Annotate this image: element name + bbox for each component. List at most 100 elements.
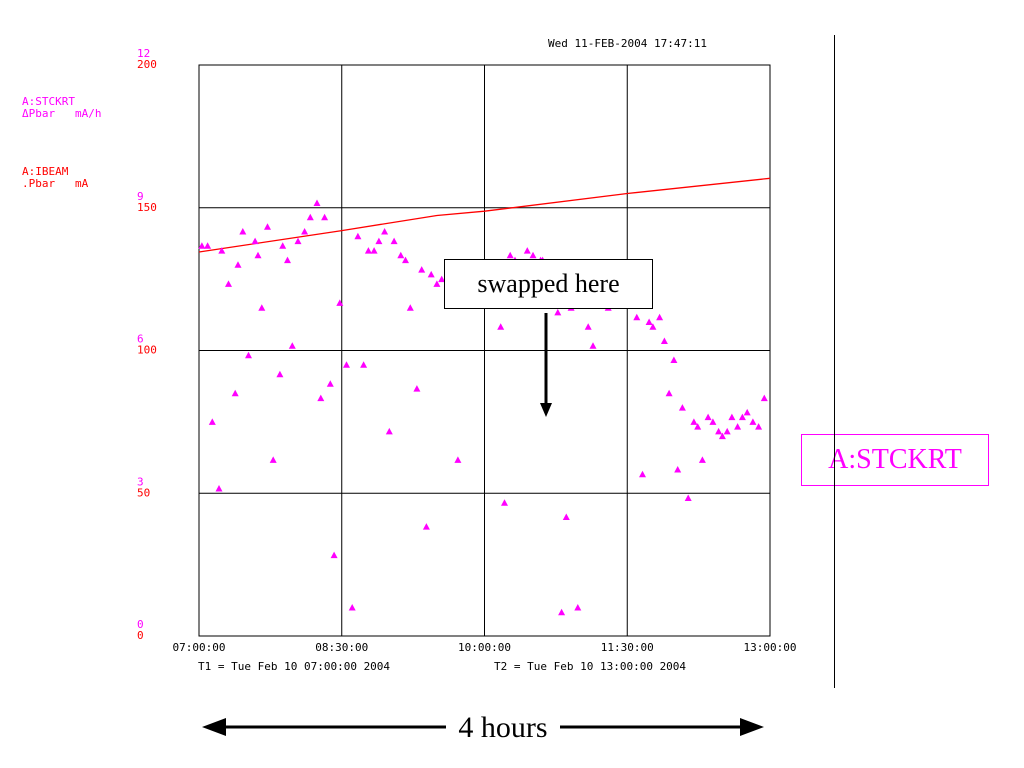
x-tick-label: 11:30:00 [601,641,654,654]
data-point-stckrt [674,466,682,473]
data-point-stckrt [269,456,277,463]
y-tick-label-ibeam: 0 [137,629,144,642]
legend-stckrt-units: ΔPbar mA/h [22,107,102,120]
data-point-stckrt [698,456,706,463]
data-point-stckrt [251,237,259,245]
data-point-stckrt [418,266,426,273]
data-point-stckrt [554,308,562,316]
legend-stckrt-name: A:STCKRT [22,95,75,108]
data-point-stckrt [330,551,338,559]
data-point-stckrt [225,280,232,287]
x-tick-label: 10:00:00 [458,641,511,654]
data-point-stckrt [336,299,344,306]
data-point-stckrt [743,408,751,416]
data-point-stckrt [317,394,325,402]
y-tick-label-stckrt: 9 [137,190,144,203]
data-point-stckrt [422,523,430,530]
data-point-stckrt [678,404,686,411]
data-point-stckrt [276,370,284,378]
data-point-stckrt [760,394,768,402]
data-point-stckrt [284,256,291,264]
legend-ibeam-name: A:IBEAM [22,165,69,178]
span-label: 4 hours [446,708,560,748]
data-point-stckrt [749,418,757,425]
data-point-stckrt [639,470,646,478]
data-point-stckrt [665,389,673,397]
data-point-stckrt [738,413,746,421]
data-point-stckrt [239,228,247,235]
data-point-stckrt [715,427,723,435]
x-tick-label: 07:00:00 [173,641,226,654]
data-point-stckrt [375,237,383,245]
data-point-stckrt [670,356,678,363]
data-point-stckrt [288,342,296,349]
data-point-stckrt [402,256,409,264]
data-point-stckrt [204,242,212,249]
data-point-stckrt [506,251,514,259]
data-point-stckrt [704,413,712,421]
data-point-stckrt [215,485,223,492]
data-point-stckrt [589,342,597,349]
right-divider [834,35,835,688]
data-point-stckrt [523,247,531,254]
data-point-stckrt [208,418,216,425]
data-point-stckrt [529,251,537,259]
data-point-stckrt [406,304,414,311]
y-tick-label-ibeam: 100 [137,344,157,357]
data-point-stckrt [397,251,405,259]
data-point-stckrt [385,427,393,435]
data-point-stckrt [343,361,350,368]
data-point-stckrt [321,213,329,221]
swap-arrow-icon [540,313,552,417]
data-point-stckrt [562,513,570,520]
data-point-stckrt [649,323,657,330]
series-label-box: A:STCKRT [801,434,989,486]
data-point-stckrt [294,237,302,245]
data-point-stckrt [264,223,271,230]
plot-timestamp: Wed 11-FEB-2004 17:47:11 [548,37,707,50]
data-point-stckrt [718,432,726,440]
data-point-stckrt [574,604,582,611]
data-point-stckrt [694,423,702,430]
data-point-stckrt [684,494,692,501]
data-point-stckrt [354,232,362,240]
data-point-stckrt [370,247,378,254]
y-tick-label-ibeam: 50 [137,486,150,499]
data-point-stckrt [313,199,321,206]
footer-t2: T2 = Tue Feb 10 13:00:00 2004 [494,660,687,673]
data-point-stckrt [558,608,566,616]
data-point-stckrt [218,247,226,254]
data-point-stckrt [633,313,641,321]
data-point-stckrt [454,456,462,463]
series-line-ibeam [198,177,771,253]
data-point-stckrt [723,427,731,435]
data-point-stckrt [364,247,372,254]
data-point-stckrt [234,261,242,268]
data-point-stckrt [660,337,668,344]
data-point-stckrt [245,351,252,359]
data-point-stckrt [433,280,441,287]
data-point-stckrt [348,604,356,611]
data-point-stckrt [258,304,266,311]
data-point-stckrt [584,323,592,330]
data-point-stckrt [326,380,334,387]
y-tick-label-ibeam: 150 [137,201,157,214]
swap-callout: swapped here [444,259,653,309]
chart-grid [198,64,771,637]
data-point-stckrt [728,413,736,421]
data-point-stckrt [427,270,435,278]
data-point-stckrt [390,237,398,245]
data-point-stckrt [734,423,742,430]
data-point-stckrt [645,318,653,325]
y-tick-label-ibeam: 200 [137,58,157,71]
data-point-stckrt [381,228,389,235]
data-point-stckrt [279,242,287,249]
data-point-stckrt [656,313,664,321]
data-point-stckrt [690,418,698,425]
y-tick-label-stckrt: 3 [137,475,144,488]
y-tick-label-stckrt: 12 [137,47,150,60]
data-point-stckrt [438,275,446,283]
data-point-stckrt [501,499,508,506]
data-point-stckrt [231,389,239,397]
